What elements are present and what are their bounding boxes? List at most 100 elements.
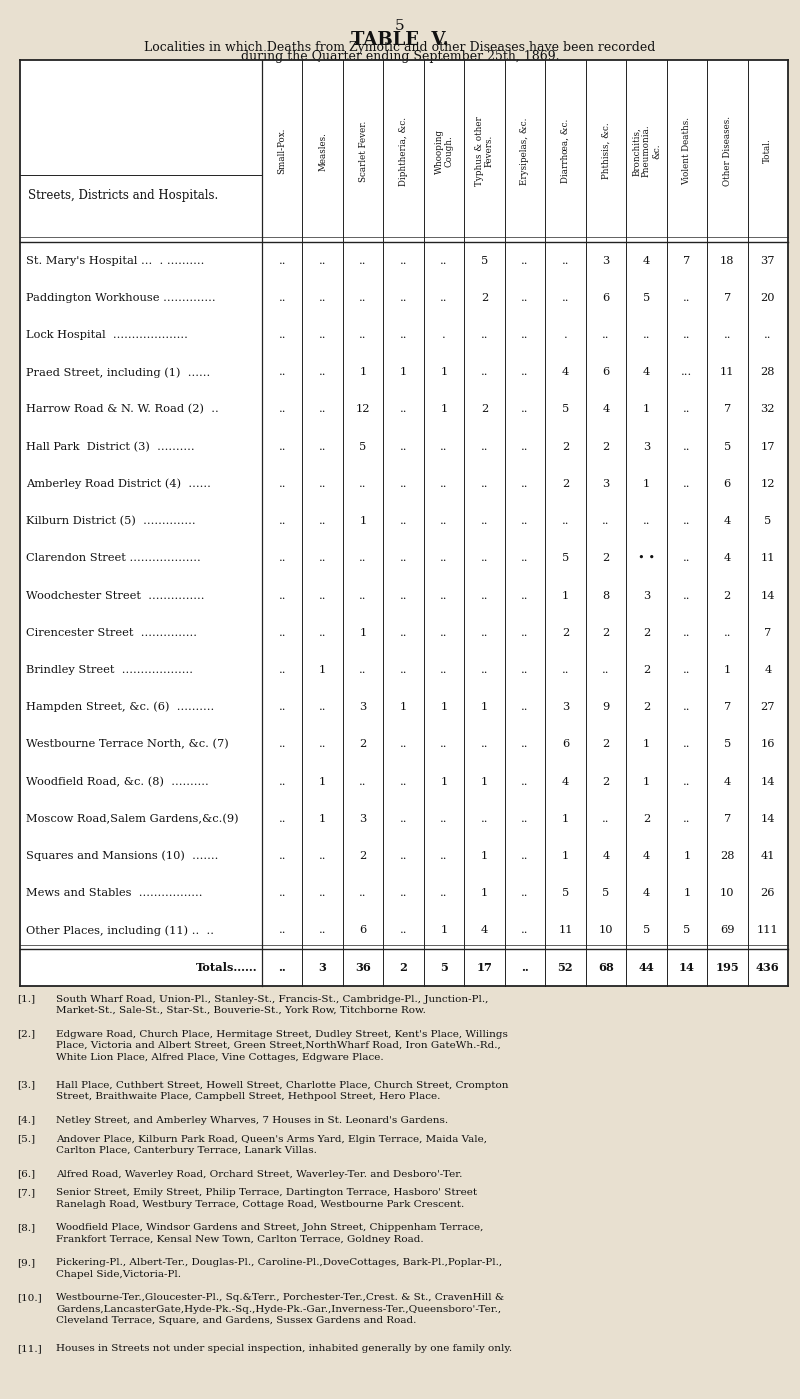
Text: 5: 5 [562,404,569,414]
Text: Hampden Street, &c. (6)  ..........: Hampden Street, &c. (6) .......... [26,702,214,712]
Text: 1: 1 [642,740,650,750]
Text: ..: .. [400,330,407,340]
Text: ..: .. [602,665,610,674]
Text: Streets, Districts and Hospitals.: Streets, Districts and Hospitals. [28,189,218,201]
Text: ..: .. [278,442,286,452]
Text: 2: 2 [562,478,569,488]
Text: Clarendon Street ...................: Clarendon Street ................... [26,554,201,564]
Text: ...: ... [682,368,693,378]
Text: 1: 1 [359,368,366,378]
Text: ..: .. [683,404,690,414]
Text: Cirencester Street  ...............: Cirencester Street ............... [26,628,198,638]
Text: ..: .. [319,368,326,378]
Text: ..: .. [400,851,407,860]
Text: ..: .. [522,740,529,750]
Text: 3: 3 [642,442,650,452]
Text: ..: .. [522,292,529,302]
Text: ..: .. [723,628,731,638]
Text: 68: 68 [598,963,614,974]
Text: Edgware Road, Church Place, Hermitage Street, Dudley Street, Kent's Place, Willi: Edgware Road, Church Place, Hermitage St… [56,1030,508,1062]
Text: ..: .. [522,814,529,824]
Text: ..: .. [319,851,326,860]
Text: ..: .. [440,554,448,564]
Text: 6: 6 [562,740,569,750]
Text: Other Places, including (11) ..  ..: Other Places, including (11) .. .. [26,925,214,936]
Text: 1: 1 [481,888,488,898]
Text: ..: .. [440,740,448,750]
Text: [1.]: [1.] [18,995,36,1003]
Text: Small-Pox.: Small-Pox. [278,127,286,175]
Text: 1: 1 [440,776,448,786]
Text: ..: .. [562,665,569,674]
Text: ..: .. [400,554,407,564]
Text: Alfred Road, Waverley Road, Orchard Street, Waverley-Ter. and Desboro'-Ter.: Alfred Road, Waverley Road, Orchard Stre… [56,1170,462,1178]
Text: 1: 1 [440,926,448,936]
Text: 6: 6 [602,368,610,378]
Text: 5: 5 [764,516,771,526]
Text: ..: .. [522,368,529,378]
Text: ..: .. [440,665,448,674]
Text: 4: 4 [602,851,610,860]
Text: 5: 5 [440,963,448,974]
Text: ..: .. [683,478,690,488]
Text: 11: 11 [558,926,573,936]
Text: 4: 4 [724,776,731,786]
Text: 4: 4 [724,554,731,564]
Text: ..: .. [359,888,367,898]
Text: 7: 7 [764,628,771,638]
Text: Amberley Road District (4)  ......: Amberley Road District (4) ...... [26,478,211,490]
Text: ..: .. [522,256,529,266]
Text: 3: 3 [562,702,569,712]
Text: .: . [563,330,567,340]
Text: Typhus & other
Fevers.: Typhus & other Fevers. [475,116,494,186]
Text: ..: .. [319,330,326,340]
Text: ..: .. [521,963,529,974]
Text: 27: 27 [761,702,775,712]
Text: ..: .. [440,256,448,266]
Text: ..: .. [522,702,529,712]
Text: Lock Hospital  ....................: Lock Hospital .................... [26,330,188,340]
Text: Localities in which Deaths from Zymotic and other Diseases have been recorded: Localities in which Deaths from Zymotic … [144,41,656,55]
Text: Erysipelas, &c.: Erysipelas, &c. [521,118,530,185]
Text: Harrow Road & N. W. Road (2)  ..: Harrow Road & N. W. Road (2) .. [26,404,219,414]
Text: ..: .. [278,330,286,340]
Text: ..: .. [440,442,448,452]
Text: ..: .. [481,516,488,526]
Text: ..: .. [683,702,690,712]
Text: 1: 1 [642,404,650,414]
Text: 1: 1 [481,851,488,860]
Text: ..: .. [764,330,771,340]
Text: 5: 5 [724,740,731,750]
Text: 2: 2 [602,442,610,452]
Text: [11.]: [11.] [18,1344,42,1353]
Text: 195: 195 [715,963,739,974]
Text: 14: 14 [761,590,775,600]
Text: 6: 6 [359,926,366,936]
Text: Pickering-Pl., Albert-Ter., Douglas-Pl., Caroline-Pl.,DoveCottages, Bark-Pl.,Pop: Pickering-Pl., Albert-Ter., Douglas-Pl.,… [56,1259,502,1279]
Text: ..: .. [278,368,286,378]
Text: ..: .. [522,330,529,340]
Text: ..: .. [319,442,326,452]
Text: ..: .. [683,628,690,638]
Text: ..: .. [683,442,690,452]
Text: 2: 2 [642,702,650,712]
Text: ..: .. [522,776,529,786]
Text: 1: 1 [440,702,448,712]
Text: ..: .. [400,926,407,936]
Text: Praed Street, including (1)  ......: Praed Street, including (1) ...... [26,367,210,378]
Text: 10: 10 [598,926,613,936]
Text: 14: 14 [761,776,775,786]
Text: 37: 37 [761,256,775,266]
Text: 1: 1 [440,368,448,378]
Text: 1: 1 [359,628,366,638]
Text: 2: 2 [602,628,610,638]
Text: Measles.: Measles. [318,132,327,171]
Text: • •: • • [638,554,655,564]
Text: 26: 26 [761,888,775,898]
Text: ..: .. [319,888,326,898]
Text: ..: .. [278,702,286,712]
Text: Bronchitis,
Pneumonia.
&c.: Bronchitis, Pneumonia. &c. [632,125,661,178]
Text: 436: 436 [756,963,779,974]
Text: ..: .. [359,590,367,600]
Text: ..: .. [440,628,448,638]
